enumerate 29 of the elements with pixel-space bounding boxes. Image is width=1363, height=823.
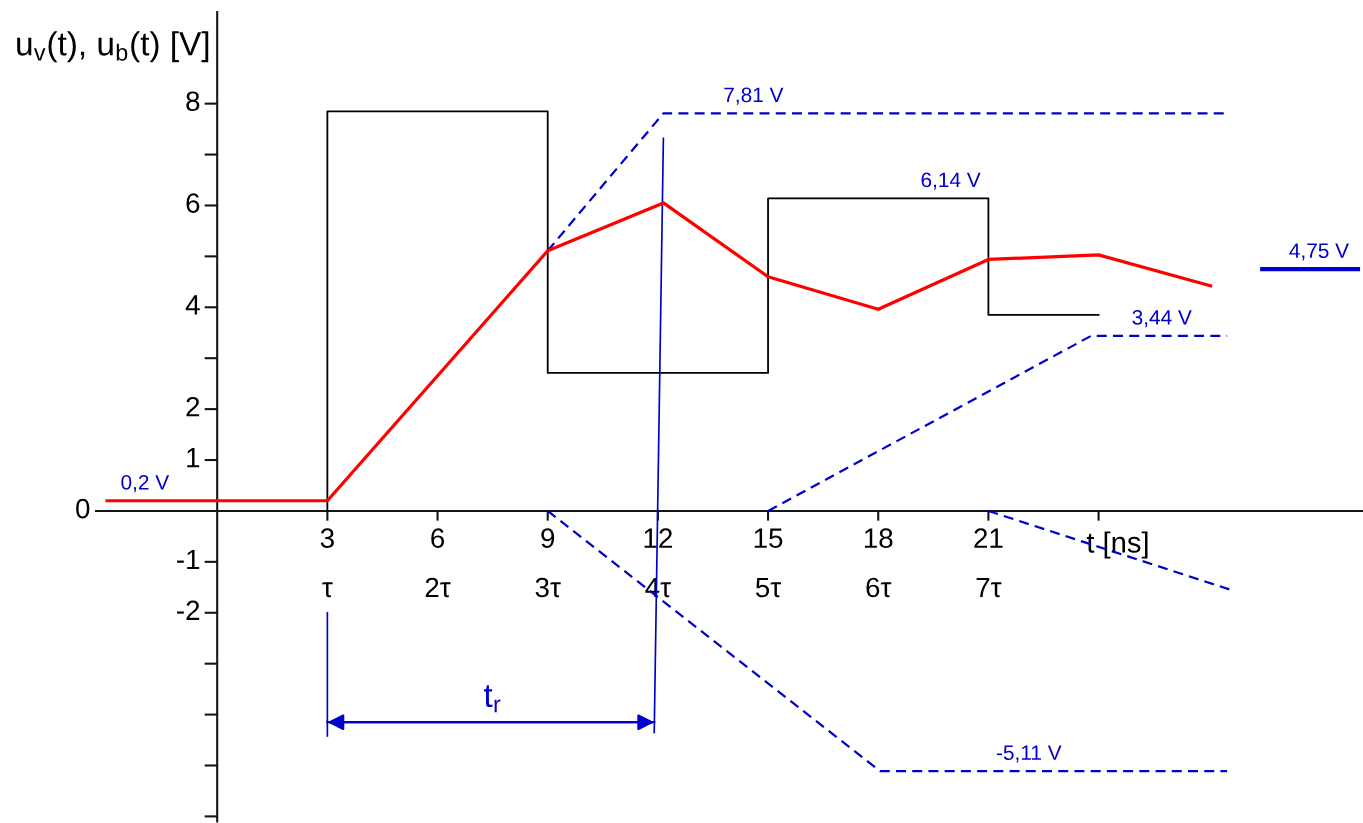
y-tick-label: -1 <box>177 549 200 570</box>
y-tick-label: 2 <box>186 396 200 417</box>
annotation: 4,75 V <box>1289 243 1349 261</box>
y-tick-label: -2 <box>177 600 200 620</box>
annotation: t$_{r}$ <box>483 685 501 713</box>
y-tick-label: 1 <box>187 448 200 468</box>
x2-tick-label: 5τ <box>755 577 782 598</box>
annotation: -5,11 V <box>996 745 1062 763</box>
x-tick-label: 6 <box>431 528 445 549</box>
x-tick-label: 9 <box>541 528 555 549</box>
y-tick-label: 4 <box>185 295 200 315</box>
x-tick-label: 21 <box>974 528 1003 548</box>
x2-tick-label: τ <box>322 582 333 598</box>
y-axis-title: u$_{v}$(t), u$_{b}$(t) [V] <box>17 31 209 63</box>
x2-tick-label: 2τ <box>425 577 451 598</box>
annotation: 3,44 V <box>1132 309 1192 328</box>
annotation: 0,2 V <box>121 474 170 493</box>
x2-tick-label: 7τ <box>976 577 1002 598</box>
x-tick-label: 15 <box>754 528 783 549</box>
text: 0 <box>76 498 90 519</box>
x-tick-label: 18 <box>864 528 893 549</box>
annotation: 6,14 V <box>921 172 981 190</box>
y-tick-label: 6 <box>186 193 200 213</box>
x-axis-title: t [ns] <box>1086 531 1148 559</box>
x-tick-label: 3 <box>320 528 334 549</box>
x2-tick-label: 3τ <box>535 577 561 598</box>
annotation: 7,81 V <box>724 87 784 105</box>
x2-tick-label: 6τ <box>866 577 892 598</box>
y-tick-label: 8 <box>186 91 200 112</box>
